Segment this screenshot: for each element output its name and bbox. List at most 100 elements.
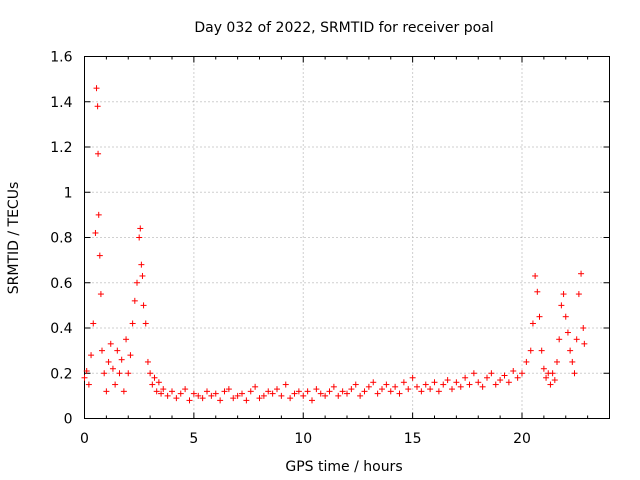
data-point bbox=[190, 390, 197, 397]
data-point bbox=[523, 358, 530, 365]
data-point bbox=[400, 379, 407, 386]
data-point bbox=[534, 288, 541, 295]
data-point bbox=[252, 383, 259, 390]
data-point bbox=[125, 370, 132, 377]
data-point bbox=[81, 374, 88, 381]
data-point bbox=[547, 381, 554, 388]
y-tick-label: 0.4 bbox=[50, 321, 72, 337]
data-point bbox=[101, 370, 108, 377]
x-axis-label: GPS time / hours bbox=[285, 459, 402, 475]
data-point bbox=[120, 388, 127, 395]
data-point bbox=[147, 370, 154, 377]
data-point bbox=[470, 370, 477, 377]
data-point bbox=[182, 386, 189, 393]
data-point bbox=[536, 313, 543, 320]
data-point bbox=[217, 397, 224, 404]
data-point bbox=[274, 386, 280, 393]
data-point bbox=[578, 270, 585, 277]
data-point bbox=[313, 386, 320, 393]
data-point bbox=[247, 388, 254, 395]
data-point bbox=[127, 352, 134, 359]
data-point bbox=[95, 150, 102, 157]
data-point bbox=[295, 388, 302, 395]
data-point bbox=[114, 347, 121, 354]
data-point bbox=[422, 381, 429, 388]
data-point bbox=[225, 386, 232, 393]
data-point bbox=[365, 383, 372, 390]
data-point bbox=[339, 388, 346, 395]
data-point bbox=[457, 383, 464, 390]
data-point bbox=[444, 377, 451, 384]
data-point bbox=[330, 383, 337, 390]
data-point bbox=[519, 370, 525, 377]
data-point bbox=[92, 229, 99, 236]
data-point bbox=[151, 374, 158, 381]
data-point bbox=[138, 261, 145, 268]
data-point bbox=[580, 325, 587, 331]
data-point bbox=[549, 370, 556, 377]
data-point bbox=[131, 297, 138, 304]
y-tick-label: 1 bbox=[64, 185, 73, 201]
data-point bbox=[383, 381, 390, 388]
data-point bbox=[112, 381, 119, 388]
data-point bbox=[88, 352, 95, 359]
data-point bbox=[287, 395, 294, 402]
grid-lines bbox=[84, 56, 610, 419]
data-point bbox=[538, 347, 545, 354]
data-point bbox=[466, 381, 473, 388]
data-point bbox=[431, 379, 438, 386]
data-point bbox=[497, 377, 504, 384]
data-point bbox=[300, 392, 307, 399]
data-point bbox=[260, 392, 267, 399]
data-point bbox=[414, 383, 420, 390]
data-point bbox=[370, 379, 377, 386]
data-point bbox=[322, 392, 329, 399]
data-point bbox=[109, 365, 116, 372]
data-point bbox=[317, 390, 324, 397]
data-point bbox=[85, 381, 92, 388]
data-point bbox=[282, 381, 289, 388]
data-point bbox=[208, 392, 215, 399]
data-point bbox=[97, 291, 104, 298]
data-point bbox=[379, 386, 385, 393]
data-point bbox=[243, 397, 250, 404]
data-point bbox=[256, 395, 263, 402]
data-point bbox=[149, 381, 156, 388]
data-point bbox=[291, 390, 298, 397]
data-point bbox=[532, 272, 539, 279]
data-point bbox=[567, 347, 574, 354]
data-point bbox=[543, 374, 550, 381]
data-point bbox=[529, 320, 536, 327]
data-point bbox=[94, 103, 101, 110]
plot-frame bbox=[84, 56, 610, 419]
data-point bbox=[173, 395, 180, 402]
data-point bbox=[160, 386, 167, 393]
y-axis-label: SRMTID / TECUs bbox=[6, 182, 22, 295]
data-point bbox=[116, 370, 123, 377]
data-point bbox=[558, 302, 565, 309]
data-point bbox=[142, 320, 149, 327]
data-point bbox=[309, 397, 315, 404]
data-point bbox=[169, 388, 175, 395]
data-point bbox=[514, 374, 521, 381]
data-point bbox=[357, 392, 364, 399]
data-point bbox=[435, 388, 442, 395]
data-point bbox=[304, 388, 311, 395]
data-point bbox=[177, 390, 184, 397]
data-point bbox=[562, 313, 569, 320]
x-tick-label: 20 bbox=[513, 431, 531, 447]
data-point bbox=[199, 395, 206, 402]
data-point bbox=[144, 358, 151, 365]
data-point bbox=[107, 340, 114, 347]
data-point bbox=[564, 329, 571, 336]
data-point bbox=[195, 392, 202, 399]
data-point bbox=[186, 397, 193, 404]
data-point bbox=[134, 279, 140, 286]
x-tick-label: 10 bbox=[294, 431, 312, 447]
data-point bbox=[449, 386, 455, 393]
data-point bbox=[409, 374, 416, 381]
data-point bbox=[527, 347, 534, 354]
x-tick-labels: 0 5 10 15 20 bbox=[80, 431, 531, 447]
data-point bbox=[90, 320, 97, 327]
